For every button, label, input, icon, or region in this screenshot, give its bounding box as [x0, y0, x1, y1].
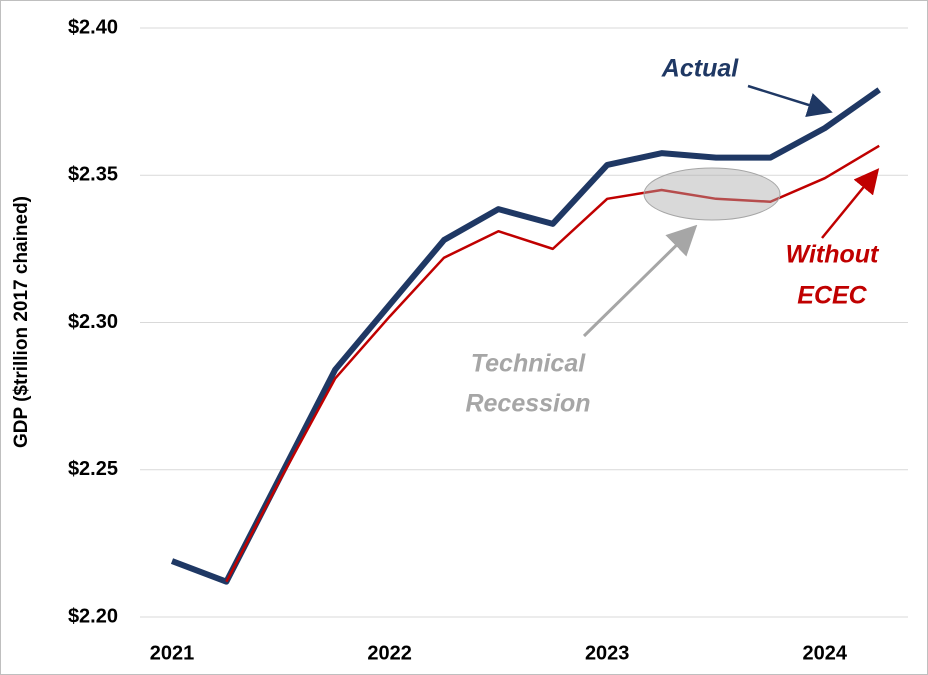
y-tick-label: $2.35 — [68, 164, 118, 186]
y-axis-label: GDP ($trillion 2017 chained) — [11, 196, 32, 448]
arrow — [582, 224, 698, 338]
y-tick-label: $2.20 — [68, 605, 118, 627]
annotation: Without — [786, 241, 880, 269]
annotation: ECEC — [797, 282, 867, 310]
y-tick-label: $2.40 — [68, 16, 118, 38]
x-tick-label: 2024 — [803, 642, 848, 664]
arrow — [821, 168, 880, 239]
annotation: Actual — [661, 55, 739, 83]
y-tick-label: $2.25 — [68, 458, 118, 480]
x-tick-label: 2023 — [585, 642, 630, 664]
arrow — [747, 84, 833, 117]
series-line — [225, 144, 880, 583]
annotation: Technical — [471, 350, 586, 378]
annotation: Recession — [465, 390, 590, 418]
series-line — [170, 87, 881, 585]
y-tick-label: $2.30 — [68, 311, 118, 333]
x-tick-label: 2021 — [150, 642, 195, 664]
recession-highlight — [643, 167, 781, 221]
x-tick-label: 2022 — [367, 642, 412, 664]
